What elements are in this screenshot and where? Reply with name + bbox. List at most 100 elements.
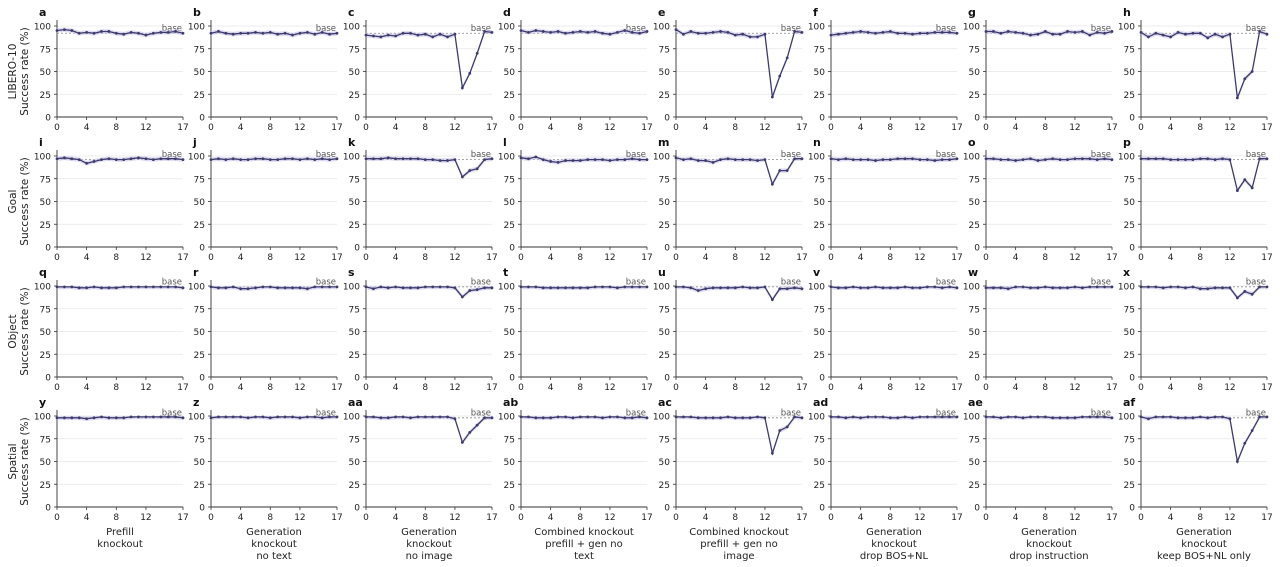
y-tick-label: 100	[498, 413, 515, 423]
x-tick-label: 12	[604, 513, 615, 523]
x-tick-label: 8	[1197, 513, 1203, 523]
column-label: Combined knockout	[689, 527, 789, 538]
data-point	[1095, 158, 1099, 162]
data-point	[55, 29, 59, 32]
data-point	[519, 29, 523, 32]
data-point	[704, 31, 708, 35]
baseline-label: base	[316, 24, 336, 34]
y-tick-label: 100	[1118, 283, 1135, 293]
data-point	[490, 416, 494, 420]
data-point	[948, 285, 951, 289]
data-point	[70, 29, 74, 32]
data-point	[674, 156, 678, 160]
data-point	[122, 416, 126, 420]
data-point	[298, 31, 302, 35]
data-point	[608, 285, 612, 289]
row-label: Spatial	[7, 443, 19, 479]
data-point	[151, 285, 155, 289]
x-tick-label: 8	[1042, 383, 1048, 393]
data-point	[224, 415, 228, 419]
y-tick-label: 25	[504, 351, 515, 361]
y-tick-label: 25	[349, 91, 360, 101]
data-point	[468, 289, 472, 292]
data-point	[519, 156, 523, 160]
data-point	[1147, 157, 1150, 161]
baseline-label: base	[316, 150, 336, 160]
data-point	[1243, 290, 1247, 293]
y-tick-label: 0	[354, 114, 360, 124]
data-point	[984, 30, 988, 33]
data-point	[837, 158, 840, 162]
data-point	[1043, 285, 1047, 289]
x-tick-label: 4	[858, 253, 864, 263]
y-tick-label: 50	[504, 198, 516, 208]
panel-letter: g	[968, 6, 976, 19]
data-point	[1043, 415, 1047, 419]
y-tick-label: 50	[969, 198, 981, 208]
data-point	[181, 286, 185, 290]
panel-letter: b	[193, 6, 201, 19]
data-point	[1265, 415, 1269, 419]
data-point	[239, 415, 243, 419]
y-tick-label: 25	[349, 481, 360, 491]
column-label: knockout	[406, 539, 452, 550]
row-label-group: Spatial Success rate (%)	[7, 417, 31, 505]
y-tick-label: 25	[969, 351, 980, 361]
data-point	[291, 415, 294, 419]
data-point	[254, 157, 257, 161]
data-point	[1265, 157, 1269, 161]
data-point	[859, 286, 863, 290]
x-tick-label: 8	[887, 513, 893, 523]
x-tick-label: 0	[54, 513, 60, 523]
baseline-label: base	[471, 150, 491, 160]
x-tick-label: 4	[1013, 513, 1019, 523]
data-point	[261, 415, 265, 419]
x-tick-label: 12	[449, 123, 460, 133]
y-tick-label: 75	[659, 175, 670, 185]
data-point	[778, 429, 782, 432]
panel-letter: k	[348, 136, 356, 149]
data-point	[1184, 32, 1187, 36]
data-point	[645, 285, 649, 289]
data-point	[268, 30, 272, 34]
x-tick-label: 17	[951, 253, 962, 263]
data-point	[689, 286, 693, 290]
data-point	[224, 286, 228, 290]
row-label: Goal	[7, 190, 19, 214]
data-point	[1235, 189, 1239, 192]
panel-c: c 0 25 50 75 100 0 4 8 12 17 base	[343, 6, 498, 133]
data-point	[756, 159, 759, 162]
baseline-label: base	[781, 24, 801, 34]
data-point	[305, 415, 309, 419]
y-tick-label: 75	[194, 305, 205, 315]
x-tick-label: 4	[238, 383, 244, 393]
x-tick-label: 12	[140, 513, 151, 523]
panel-letter: l	[503, 136, 507, 149]
data-point	[1095, 415, 1099, 419]
data-point	[1036, 286, 1040, 290]
data-point	[741, 285, 745, 289]
panel-letter: ae	[968, 396, 983, 409]
baseline-label: base	[626, 408, 646, 418]
data-point	[137, 31, 140, 35]
data-point	[1206, 36, 1210, 40]
data-point	[328, 32, 331, 36]
data-point	[733, 33, 737, 37]
data-point	[1043, 30, 1047, 33]
data-point	[298, 158, 302, 162]
data-point	[549, 286, 553, 290]
y-tick-label: 75	[1124, 305, 1135, 315]
data-point	[696, 31, 700, 35]
x-tick-label: 0	[1138, 123, 1144, 133]
data-point	[1095, 30, 1099, 34]
data-point	[756, 35, 759, 39]
x-tick-label: 8	[577, 513, 583, 523]
x-tick-label: 12	[604, 123, 615, 133]
data-point	[460, 295, 464, 299]
data-point	[733, 286, 737, 290]
data-point	[305, 157, 309, 161]
data-point	[364, 285, 368, 289]
y-tick-label: 100	[653, 23, 670, 33]
y-tick-label: 100	[34, 23, 51, 33]
x-tick-label: 8	[732, 253, 738, 263]
